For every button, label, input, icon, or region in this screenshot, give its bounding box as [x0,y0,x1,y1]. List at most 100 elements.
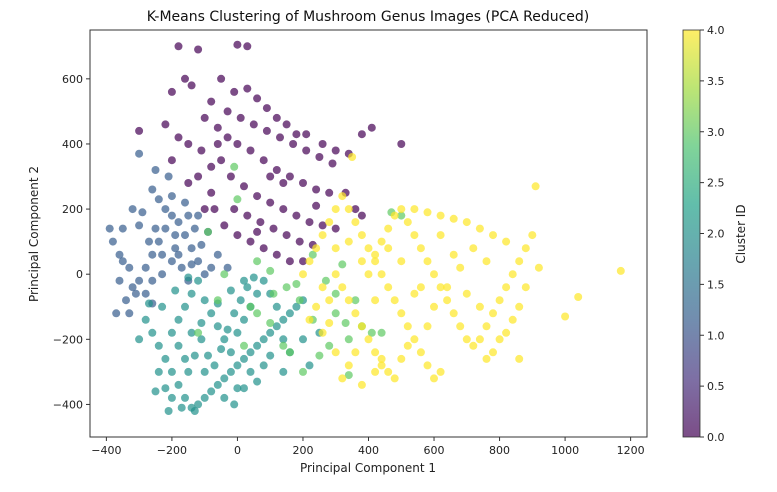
scatter-point-cluster-4 [397,257,406,266]
scatter-point-cluster-0 [187,81,196,90]
y-tick-label: −200 [53,333,83,346]
y-axis-label: Principal Component 2 [27,166,41,302]
scatter-point-cluster-0 [289,140,298,148]
scatter-point-cluster-0 [272,166,281,174]
scatter-point-cluster-3 [220,270,229,279]
scatter-point-cluster-4 [521,283,530,292]
scatter-point-cluster-1 [223,263,232,272]
scatter-point-cluster-2 [305,361,314,370]
scatter-point-cluster-3 [240,341,248,350]
scatter-point-cluster-0 [295,237,304,246]
points-layer [105,40,625,415]
scatter-point-cluster-2 [279,335,288,344]
scatter-point-cluster-0 [285,257,294,266]
scatter-point-cluster-2 [223,325,232,334]
scatter-point-cluster-2 [240,384,248,393]
scatter-point-cluster-2 [279,367,288,376]
scatter-point-cluster-1 [135,221,144,230]
scatter-point-cluster-2 [167,393,176,402]
scatter-point-cluster-4 [475,335,484,344]
colorbar-ticks: 0.0 0.5 1.0 1.5 2.0 2.5 3.0 3.5 4.0 [700,24,725,444]
scatter-point-cluster-0 [197,146,206,155]
scatter-point-cluster-2 [226,348,235,357]
scatter-point-cluster-2 [230,400,239,409]
scatter-point-cluster-0 [223,107,232,116]
scatter-point-cluster-0 [135,126,144,135]
scatter-point-cluster-0 [259,156,268,165]
scatter-point-cluster-2 [158,302,167,311]
scatter-point-cluster-4 [403,218,412,227]
scatter-point-cluster-4 [377,237,386,246]
scatter-point-cluster-2 [184,273,193,282]
scatter-point-cluster-2 [233,384,242,393]
scatter-point-cluster-4 [430,302,438,311]
scatter-point-cluster-1 [122,296,130,305]
scatter-point-cluster-4 [397,309,406,318]
scatter-point-cluster-4 [456,322,465,331]
scatter-point-cluster-0 [318,140,327,148]
scatter-point-cluster-2 [174,380,183,389]
scatter-point-cluster-4 [482,257,491,266]
scatter-point-cluster-4 [338,192,347,201]
scatter-point-cluster-3 [230,162,239,171]
scatter-point-cluster-2 [246,367,255,376]
scatter-point-cluster-3 [253,309,262,318]
scatter-point-cluster-2 [217,345,226,354]
scatter-point-cluster-4 [331,348,340,357]
colorbar-tick-label: 4.0 [707,24,725,37]
scatter-point-cluster-4 [403,341,412,350]
scatter-point-cluster-1 [161,205,170,214]
scatter-point-cluster-0 [253,192,262,201]
scatter-point-cluster-4 [403,322,412,331]
scatter-point-cluster-0 [292,130,301,139]
scatter-point-cluster-1 [131,289,140,298]
scatter-point-cluster-4 [482,322,491,331]
scatter-point-cluster-0 [262,126,271,135]
scatter-point-cluster-1 [207,263,216,272]
scatter-point-cluster-4 [384,283,393,292]
scatter-point-cluster-4 [318,231,327,240]
scatter-point-cluster-1 [177,263,186,272]
scatter-point-cluster-4 [508,315,517,324]
scatter-point-cluster-2 [161,384,170,393]
scatter-point-cluster-2 [259,361,268,370]
scatter-point-cluster-0 [184,140,193,148]
scatter-point-cluster-0 [207,97,216,106]
scatter-point-cluster-4 [384,244,393,253]
scatter-point-cluster-0 [305,218,314,227]
scatter-point-cluster-1 [154,237,163,246]
scatter-point-cluster-0 [318,221,327,230]
scatter-point-cluster-2 [236,296,245,305]
scatter-point-cluster-2 [207,309,216,318]
scatter-point-cluster-0 [397,140,406,148]
scatter-point-cluster-0 [194,45,203,54]
scatter-point-cluster-4 [430,374,438,383]
scatter-point-cluster-2 [164,407,173,415]
scatter-point-cluster-2 [246,348,255,357]
y-tick-label: 400 [62,138,83,151]
scatter-point-cluster-4 [436,231,445,240]
scatter-point-cluster-0 [161,120,170,129]
scatter-point-cluster-0 [299,179,307,187]
scatter-point-cluster-4 [371,348,380,357]
scatter-point-cluster-3 [292,280,301,288]
scatter-point-cluster-0 [184,179,193,187]
scatter-point-cluster-0 [269,224,278,233]
scatter-point-cluster-3 [338,260,347,269]
scatter-point-cluster-4 [443,296,452,305]
scatter-point-cluster-0 [220,221,229,230]
scatter-point-cluster-0 [262,104,271,113]
scatter-point-cluster-4 [508,270,517,279]
scatter-point-cluster-2 [197,319,206,327]
scatter-point-cluster-3 [377,328,386,337]
y-tick-label: 0 [76,268,83,281]
scatter-point-cluster-1 [148,250,157,259]
scatter-point-cluster-4 [377,270,386,279]
scatter-point-cluster-0 [282,231,291,240]
scatter-point-cluster-2 [181,302,189,311]
scatter-point-cluster-0 [217,156,226,165]
scatter-point-cluster-1 [213,250,222,259]
scatter-point-cluster-3 [331,289,340,298]
scatter-point-cluster-4 [462,218,471,227]
scatter-point-cluster-1 [115,250,124,259]
